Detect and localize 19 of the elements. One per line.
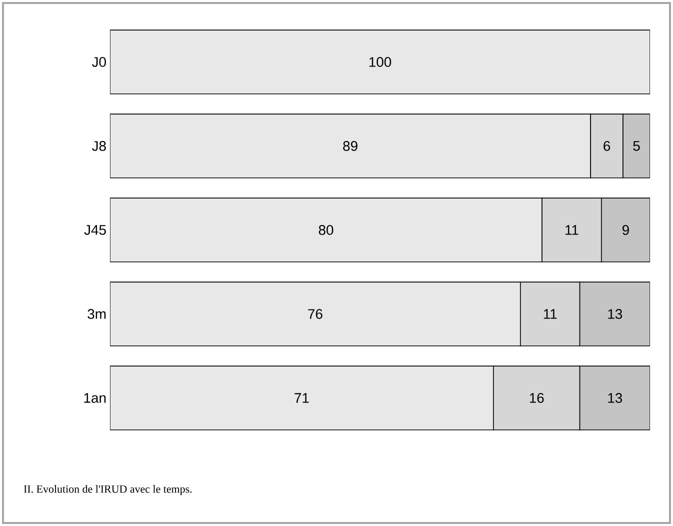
data-label: 80 bbox=[318, 225, 334, 235]
data-label: 6 bbox=[604, 141, 610, 151]
data-label: 16 bbox=[530, 393, 544, 403]
data-label: 11 bbox=[566, 225, 578, 235]
y-tick-label: 3m bbox=[88, 309, 106, 319]
data-label: 5 bbox=[633, 141, 640, 151]
y-tick-label: 1an bbox=[84, 393, 106, 403]
data-label: 76 bbox=[308, 309, 322, 319]
y-tick-label: J45 bbox=[84, 225, 106, 235]
data-label: 13 bbox=[608, 393, 622, 403]
data-label: 89 bbox=[343, 141, 358, 151]
data-label: 71 bbox=[294, 393, 309, 403]
data-label: 9 bbox=[622, 225, 629, 235]
text: II. Evolution de l'IRUD avec le temps. bbox=[24, 485, 192, 495]
data-label: 13 bbox=[608, 309, 622, 319]
data-label: 100 bbox=[369, 57, 392, 67]
y-tick-label: J0 bbox=[92, 57, 106, 67]
data-label: 11 bbox=[544, 309, 557, 319]
y-tick-label: J8 bbox=[92, 141, 106, 151]
